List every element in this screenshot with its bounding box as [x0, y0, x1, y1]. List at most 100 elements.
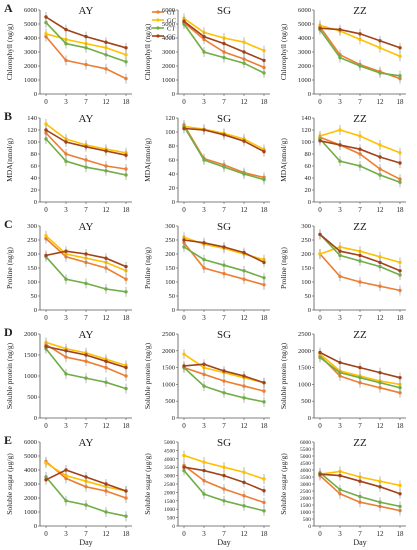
y-tick-label: 0 [172, 524, 175, 530]
panel-title: ZZ [353, 5, 367, 17]
y-tick-label: 0 [34, 199, 37, 206]
data-point-GC [202, 460, 206, 464]
panel-letter: E [4, 433, 12, 447]
y-tick-label: 1500 [300, 503, 311, 509]
y-tick-label: 0 [172, 91, 175, 98]
data-point-CC [398, 46, 402, 50]
data-point-CC [182, 465, 186, 469]
x-axis-label: Day [79, 538, 92, 547]
y-tick-label: 0 [172, 307, 175, 314]
y-tick-label: 1000 [300, 510, 311, 516]
x-tick-label: 18 [261, 314, 269, 322]
panel-title: ZZ [353, 437, 367, 449]
x-tick-label: 18 [397, 422, 405, 430]
x-tick-label: 18 [123, 98, 131, 106]
y-tick-label: 200 [301, 251, 311, 258]
y-tick-label: 2500 [162, 331, 175, 338]
data-point-CC [262, 58, 266, 63]
y-tick-label: 1000 [162, 77, 175, 84]
y-tick-label: 80 [169, 143, 176, 150]
y-axis-label: Soluble protein (ng/g) [5, 342, 14, 409]
y-axis-label: MDA(nmol/g) [143, 138, 152, 182]
data-point-GT [202, 478, 206, 483]
data-point-GT [84, 359, 88, 363]
x-tick-label: 7 [222, 422, 226, 430]
data-point-CT [124, 60, 128, 64]
y-tick-label: 4000 [298, 35, 311, 42]
data-point-CC [398, 161, 402, 165]
data-point-CT [338, 159, 342, 163]
data-point-CC [202, 34, 206, 39]
x-tick-label: 0 [44, 530, 48, 538]
series-CC [318, 469, 402, 499]
data-point-GT [104, 365, 108, 370]
data-point-CT [358, 64, 362, 68]
y-axis-label: MDA(nmol/g) [279, 138, 288, 182]
y-tick-label: 3500 [300, 475, 311, 481]
x-tick-label: 0 [44, 206, 48, 214]
y-tick-label: 100 [27, 139, 37, 146]
data-point-GT [262, 389, 266, 393]
series-CT [44, 134, 128, 180]
data-point-GC [378, 479, 382, 483]
x-tick-label: 12 [377, 314, 385, 322]
data-point-CC [124, 489, 128, 493]
y-tick-label: 20 [305, 187, 312, 194]
data-point-GC [378, 255, 382, 259]
y-tick-label: 50 [31, 293, 38, 300]
data-point-CC [44, 478, 48, 482]
y-tick-label: 1000 [164, 507, 175, 513]
data-point-GT [222, 50, 226, 54]
y-tick-label: 120 [301, 127, 311, 134]
data-point-CT [84, 376, 88, 380]
data-point-GC [44, 32, 48, 36]
y-tick-label: 500 [167, 516, 176, 522]
data-point-CT [242, 172, 246, 176]
data-point-GT [242, 277, 246, 281]
x-tick-label: 3 [64, 314, 68, 322]
data-point-CT [124, 514, 128, 518]
y-tick-label: 120 [165, 115, 175, 122]
y-tick-label: 40 [169, 171, 176, 178]
data-point-CC [242, 50, 246, 54]
y-tick-label: 60 [31, 163, 38, 170]
data-point-CC [64, 349, 68, 353]
y-tick-label: 250 [165, 237, 175, 244]
data-point-GT [84, 158, 88, 162]
data-point-CC [318, 139, 322, 143]
x-tick-label: 12 [241, 530, 249, 538]
y-tick-label: 200 [27, 251, 37, 258]
x-tick-label: 3 [202, 206, 206, 214]
x-tick-label: 18 [397, 98, 405, 106]
data-point-CC [262, 381, 266, 385]
y-tick-label: 4000 [162, 35, 175, 42]
series-CC [44, 341, 128, 373]
data-point-CT [44, 137, 48, 141]
data-point-GT [262, 283, 266, 287]
y-axis-label: Chlorophyll (ng/g) [143, 23, 152, 80]
data-point-CC [318, 232, 322, 237]
y-tick-label: 250 [301, 237, 311, 244]
data-point-GC [104, 46, 108, 50]
y-tick-label: 1500 [298, 365, 311, 372]
x-tick-label: 3 [202, 314, 206, 322]
data-point-CC [338, 143, 342, 147]
data-point-GC [378, 143, 382, 147]
data-point-GT [338, 274, 342, 279]
y-tick-label: 0 [34, 415, 37, 422]
data-point-CT [222, 391, 226, 395]
data-point-GT [262, 65, 266, 70]
data-point-CT [338, 55, 342, 60]
data-point-GT [64, 152, 68, 156]
y-axis-label: Chlorophyll (ng/g) [279, 23, 288, 80]
panel-title: AY [79, 437, 94, 449]
data-point-CT [318, 355, 322, 360]
y-tick-label: 100 [27, 279, 37, 286]
x-tick-label: 12 [241, 206, 249, 214]
x-tick-label: 12 [103, 98, 111, 106]
data-point-CT [104, 169, 108, 173]
y-tick-label: 4000 [164, 457, 175, 463]
data-point-CT [64, 372, 68, 376]
data-point-CT [242, 269, 246, 273]
y-tick-label: 6000 [298, 7, 311, 14]
